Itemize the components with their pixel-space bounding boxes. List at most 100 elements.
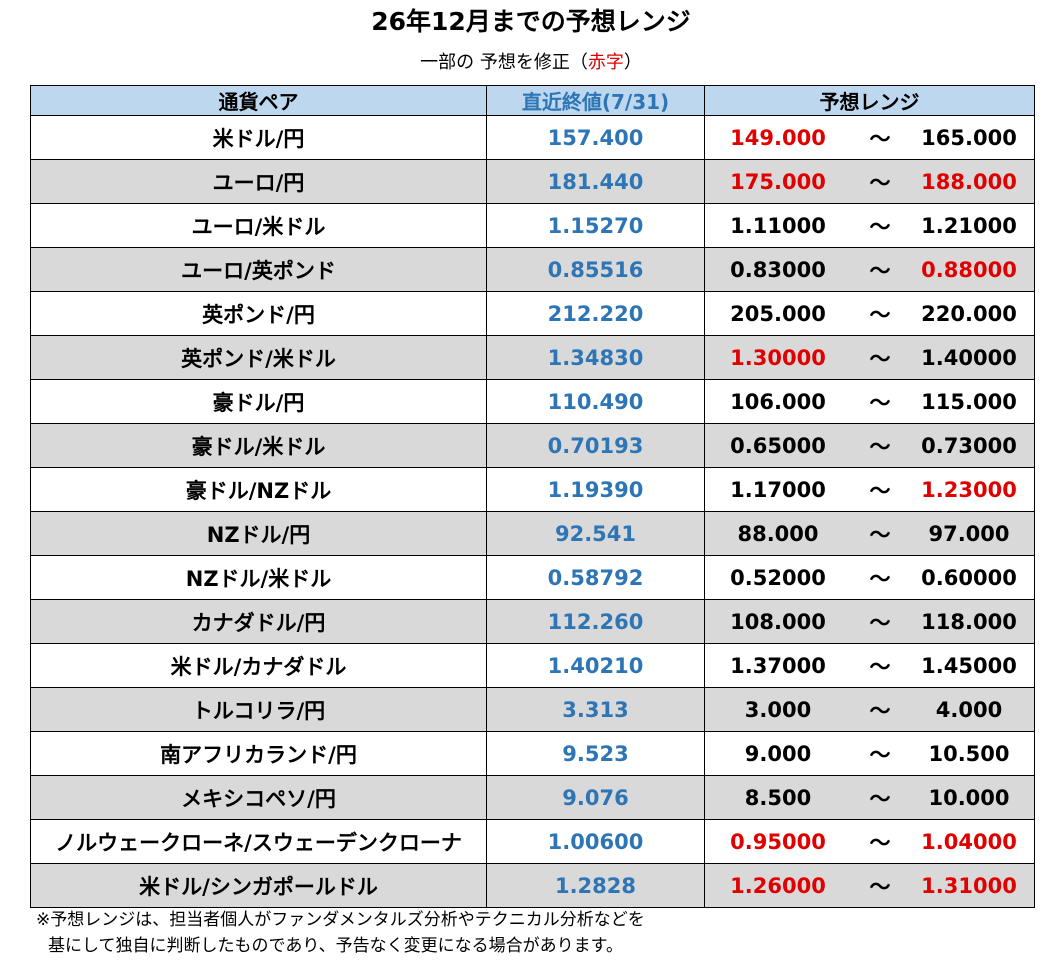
disclaimer-notes: ※予想レンジは、担当者個人がファンダメンタルズ分析やテクニカル分析などを 基にし… xyxy=(36,907,645,959)
range-high: 0.88000 xyxy=(921,257,1017,282)
forecast-range: 0.95000 ～ 1.04000 xyxy=(704,819,1035,864)
range-separator: ～ xyxy=(869,566,891,591)
range-low: 149.000 xyxy=(730,125,826,150)
range-separator: ～ xyxy=(869,742,891,767)
range-high: 165.000 xyxy=(921,125,1017,150)
forecast-range: 108.000 ～ 118.000 xyxy=(704,599,1035,644)
currency-pair: メキシコペソ/円 xyxy=(30,775,487,820)
range-high: 188.000 xyxy=(921,169,1017,194)
range-low: 1.17000 xyxy=(730,477,826,502)
table-row: 英ポンド/円 212.220 205.000 ～ 220.000 xyxy=(30,291,1035,336)
table-body: 米ドル/円 157.400 149.000 ～ 165.000 ユーロ/円 181.440 1… xyxy=(30,115,1035,908)
range-separator: ～ xyxy=(869,170,891,195)
latest-close: 110.490 xyxy=(486,379,705,424)
header-range: 予想レンジ xyxy=(704,85,1035,116)
latest-close: 112.260 xyxy=(486,599,705,644)
range-low: 1.37000 xyxy=(730,653,826,678)
range-low: 9.000 xyxy=(744,741,812,766)
latest-close: 1.34830 xyxy=(486,335,705,380)
disclaimer-line-1: ※予想レンジは、担当者個人がファンダメンタルズ分析やテクニカル分析などを xyxy=(36,910,645,930)
forecast-range: 1.37000 ～ 1.45000 xyxy=(704,643,1035,688)
range-high: 115.000 xyxy=(921,389,1017,414)
range-separator: ～ xyxy=(869,346,891,371)
range-high: 4.000 xyxy=(935,697,1003,722)
forecast-range: 205.000 ～ 220.000 xyxy=(704,291,1035,336)
header-latest: 直近終値(7/31) xyxy=(486,85,705,116)
forecast-range: 149.000 ～ 165.000 xyxy=(704,115,1035,160)
table-row: 米ドル/シンガポールドル 1.2828 1.26000 ～ 1.31000 xyxy=(30,863,1035,908)
range-low: 0.95000 xyxy=(730,829,826,854)
table-row: カナダドル/円 112.260 108.000 ～ 118.000 xyxy=(30,599,1035,644)
subtitle: 一部の 予想を修正（赤字） xyxy=(0,50,1062,76)
forecast-range: 106.000 ～ 115.000 xyxy=(704,379,1035,424)
range-high: 97.000 xyxy=(928,521,1010,546)
range-separator: ～ xyxy=(869,390,891,415)
forecast-range: 88.000 ～ 97.000 xyxy=(704,511,1035,556)
subtitle-prefix: 一部の 予想を修正（ xyxy=(420,52,588,73)
table-row: 英ポンド/米ドル 1.34830 1.30000 ～ 1.40000 xyxy=(30,335,1035,380)
range-high: 220.000 xyxy=(921,301,1017,326)
forecast-range: 3.000 ～ 4.000 xyxy=(704,687,1035,732)
table-row: ユーロ/円 181.440 175.000 ～ 188.000 xyxy=(30,159,1035,204)
forecast-range: 1.11000 ～ 1.21000 xyxy=(704,203,1035,248)
range-low: 205.000 xyxy=(730,301,826,326)
range-separator: ～ xyxy=(869,698,891,723)
currency-pair: ユーロ/英ポンド xyxy=(30,247,487,292)
table-row: ノルウェークローネ/スウェーデンクローナ 1.00600 0.95000 ～ 1.040… xyxy=(30,819,1035,864)
table-row: 豪ドル/円 110.490 106.000 ～ 115.000 xyxy=(30,379,1035,424)
currency-pair: ユーロ/米ドル xyxy=(30,203,487,248)
header-pair: 通貨ペア xyxy=(30,85,487,116)
range-low: 1.11000 xyxy=(730,213,826,238)
range-low: 175.000 xyxy=(730,169,826,194)
forecast-range: 0.83000 ～ 0.88000 xyxy=(704,247,1035,292)
currency-pair: 英ポンド/米ドル xyxy=(30,335,487,380)
latest-close: 1.00600 xyxy=(486,819,705,864)
subtitle-suffix: ） xyxy=(623,52,642,73)
currency-pair: ノルウェークローネ/スウェーデンクローナ xyxy=(30,819,487,864)
currency-pair: 豪ドル/NZドル xyxy=(30,467,487,512)
range-high: 1.40000 xyxy=(921,345,1017,370)
range-high: 1.31000 xyxy=(921,873,1017,898)
range-high: 1.45000 xyxy=(921,653,1017,678)
latest-close: 1.19390 xyxy=(486,467,705,512)
latest-close: 212.220 xyxy=(486,291,705,336)
table-row: 南アフリカランド/円 9.523 9.000 ～ 10.500 xyxy=(30,731,1035,776)
latest-close: 3.313 xyxy=(486,687,705,732)
currency-pair: 米ドル/円 xyxy=(30,115,487,160)
table-row: NZドル/米ドル 0.58792 0.52000 ～ 0.60000 xyxy=(30,555,1035,600)
range-low: 1.30000 xyxy=(730,345,826,370)
range-high: 1.21000 xyxy=(921,213,1017,238)
latest-close: 157.400 xyxy=(486,115,705,160)
range-separator: ～ xyxy=(869,126,891,151)
currency-pair: トルコリラ/円 xyxy=(30,687,487,732)
latest-close: 9.523 xyxy=(486,731,705,776)
range-low: 108.000 xyxy=(730,609,826,634)
range-separator: ～ xyxy=(869,830,891,855)
table-row: NZドル/円 92.541 88.000 ～ 97.000 xyxy=(30,511,1035,556)
table-row: ユーロ/米ドル 1.15270 1.11000 ～ 1.21000 xyxy=(30,203,1035,248)
currency-pair: NZドル/米ドル xyxy=(30,555,487,600)
forecast-range: 8.500 ～ 10.000 xyxy=(704,775,1035,820)
currency-pair: カナダドル/円 xyxy=(30,599,487,644)
table-row: 米ドル/カナダドル 1.40210 1.37000 ～ 1.45000 xyxy=(30,643,1035,688)
range-separator: ～ xyxy=(869,434,891,459)
latest-close: 1.2828 xyxy=(486,863,705,908)
table-row: メキシコペソ/円 9.076 8.500 ～ 10.000 xyxy=(30,775,1035,820)
disclaimer-line-2: 基にして独自に判断したものであり、予告なく変更になる場合があります。 xyxy=(48,936,623,956)
range-separator: ～ xyxy=(869,478,891,503)
range-low: 0.83000 xyxy=(730,257,826,282)
forecast-range: 1.17000 ～ 1.23000 xyxy=(704,467,1035,512)
range-separator: ～ xyxy=(869,302,891,327)
range-separator: ～ xyxy=(869,522,891,547)
currency-pair: 英ポンド/円 xyxy=(30,291,487,336)
range-high: 0.60000 xyxy=(921,565,1017,590)
table-row: 豪ドル/米ドル 0.70193 0.65000 ～ 0.73000 xyxy=(30,423,1035,468)
table-row: トルコリラ/円 3.313 3.000 ～ 4.000 xyxy=(30,687,1035,732)
range-low: 88.000 xyxy=(737,521,819,546)
currency-pair: ユーロ/円 xyxy=(30,159,487,204)
range-high: 1.04000 xyxy=(921,829,1017,854)
currency-pair: 米ドル/カナダドル xyxy=(30,643,487,688)
table-row: 豪ドル/NZドル 1.19390 1.17000 ～ 1.23000 xyxy=(30,467,1035,512)
range-high: 1.23000 xyxy=(921,477,1017,502)
subtitle-highlight: 赤字 xyxy=(587,52,624,73)
